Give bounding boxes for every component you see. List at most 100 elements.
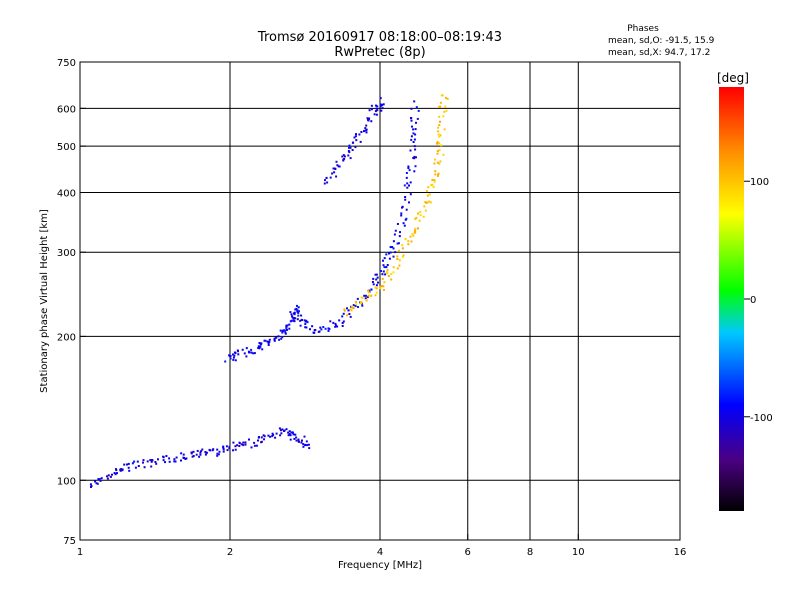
- data-point: [157, 458, 159, 460]
- data-point: [383, 264, 385, 266]
- data-point: [197, 450, 199, 452]
- data-point: [383, 271, 385, 273]
- data-point: [244, 441, 246, 443]
- data-point: [413, 141, 415, 143]
- data-point: [336, 161, 338, 163]
- data-point: [169, 461, 171, 463]
- data-point: [410, 150, 412, 152]
- data-point: [431, 184, 433, 186]
- data-point: [123, 464, 125, 466]
- data-point: [389, 258, 391, 260]
- data-point: [370, 289, 372, 291]
- data-point: [411, 241, 413, 243]
- data-point: [383, 289, 385, 291]
- data-point: [142, 462, 144, 464]
- data-point: [442, 115, 444, 117]
- ionogram-chart: Tromsø 20160917 08:18:00–08:19:43 RwPret…: [0, 0, 800, 600]
- data-point: [260, 342, 262, 344]
- data-point: [404, 196, 406, 198]
- data-point: [99, 478, 101, 480]
- data-point: [429, 193, 431, 195]
- y-tick-label: 100: [57, 476, 76, 487]
- data-point: [333, 171, 335, 173]
- data-point: [322, 326, 324, 328]
- data-points: [90, 94, 449, 488]
- data-point: [180, 460, 182, 462]
- data-point: [193, 455, 195, 457]
- data-point: [409, 169, 411, 171]
- data-point: [431, 179, 433, 181]
- data-point: [232, 449, 234, 451]
- data-point: [414, 139, 416, 141]
- data-point: [366, 131, 368, 133]
- data-point: [271, 435, 273, 437]
- data-point: [302, 443, 304, 445]
- data-point: [371, 108, 373, 110]
- data-point: [280, 330, 282, 332]
- data-point: [182, 457, 184, 459]
- data-point: [253, 442, 255, 444]
- data-point: [438, 142, 440, 144]
- data-point: [232, 359, 234, 361]
- data-point: [438, 134, 440, 136]
- data-point: [423, 216, 425, 218]
- data-point: [235, 449, 237, 451]
- data-point: [300, 315, 302, 317]
- data-point: [427, 186, 429, 188]
- data-point: [408, 201, 410, 203]
- chart-subtitle: RwPretec (8p): [334, 45, 425, 60]
- data-point: [107, 478, 109, 480]
- x-tick-labels: 1 2 4 6 8 10 16: [77, 547, 687, 558]
- data-point: [205, 452, 207, 454]
- data-point: [304, 326, 306, 328]
- data-point: [419, 211, 421, 213]
- data-point: [426, 190, 428, 192]
- data-point: [357, 306, 359, 308]
- data-point: [108, 474, 110, 476]
- data-point: [411, 126, 413, 128]
- data-point: [365, 125, 367, 127]
- data-point: [90, 486, 92, 488]
- data-point: [388, 275, 390, 277]
- data-point: [338, 319, 340, 321]
- data-point: [355, 303, 357, 305]
- data-point: [369, 295, 371, 297]
- data-point: [414, 228, 416, 230]
- data-point: [314, 329, 316, 331]
- data-point: [198, 456, 200, 458]
- x-tick-label: 8: [527, 547, 533, 558]
- y-tick-label: 75: [63, 536, 76, 547]
- data-point: [261, 436, 263, 438]
- data-point: [348, 147, 350, 149]
- data-point: [199, 454, 201, 456]
- data-point: [380, 110, 382, 112]
- data-point: [380, 103, 382, 105]
- data-point: [274, 338, 276, 340]
- data-point: [343, 313, 345, 315]
- data-point: [332, 322, 334, 324]
- data-point: [239, 442, 241, 444]
- data-point: [301, 319, 303, 321]
- data-point: [346, 314, 348, 316]
- data-point: [286, 324, 288, 326]
- data-point: [250, 349, 252, 351]
- data-point: [111, 474, 113, 476]
- data-point: [447, 98, 449, 100]
- data-point: [300, 325, 302, 327]
- data-point: [296, 311, 298, 313]
- y-axis-label: Stationary phase Virtual Height [km]: [39, 209, 50, 393]
- data-point: [443, 111, 445, 113]
- data-point: [308, 444, 310, 446]
- data-point: [399, 235, 401, 237]
- data-point: [398, 265, 400, 267]
- data-point: [403, 222, 405, 224]
- data-point: [299, 320, 301, 322]
- data-point: [126, 464, 128, 466]
- data-point: [306, 440, 308, 442]
- data-point: [380, 270, 382, 272]
- data-point: [357, 298, 359, 300]
- data-point: [419, 220, 421, 222]
- data-point: [319, 327, 321, 329]
- data-point: [376, 284, 378, 286]
- data-point: [361, 305, 363, 307]
